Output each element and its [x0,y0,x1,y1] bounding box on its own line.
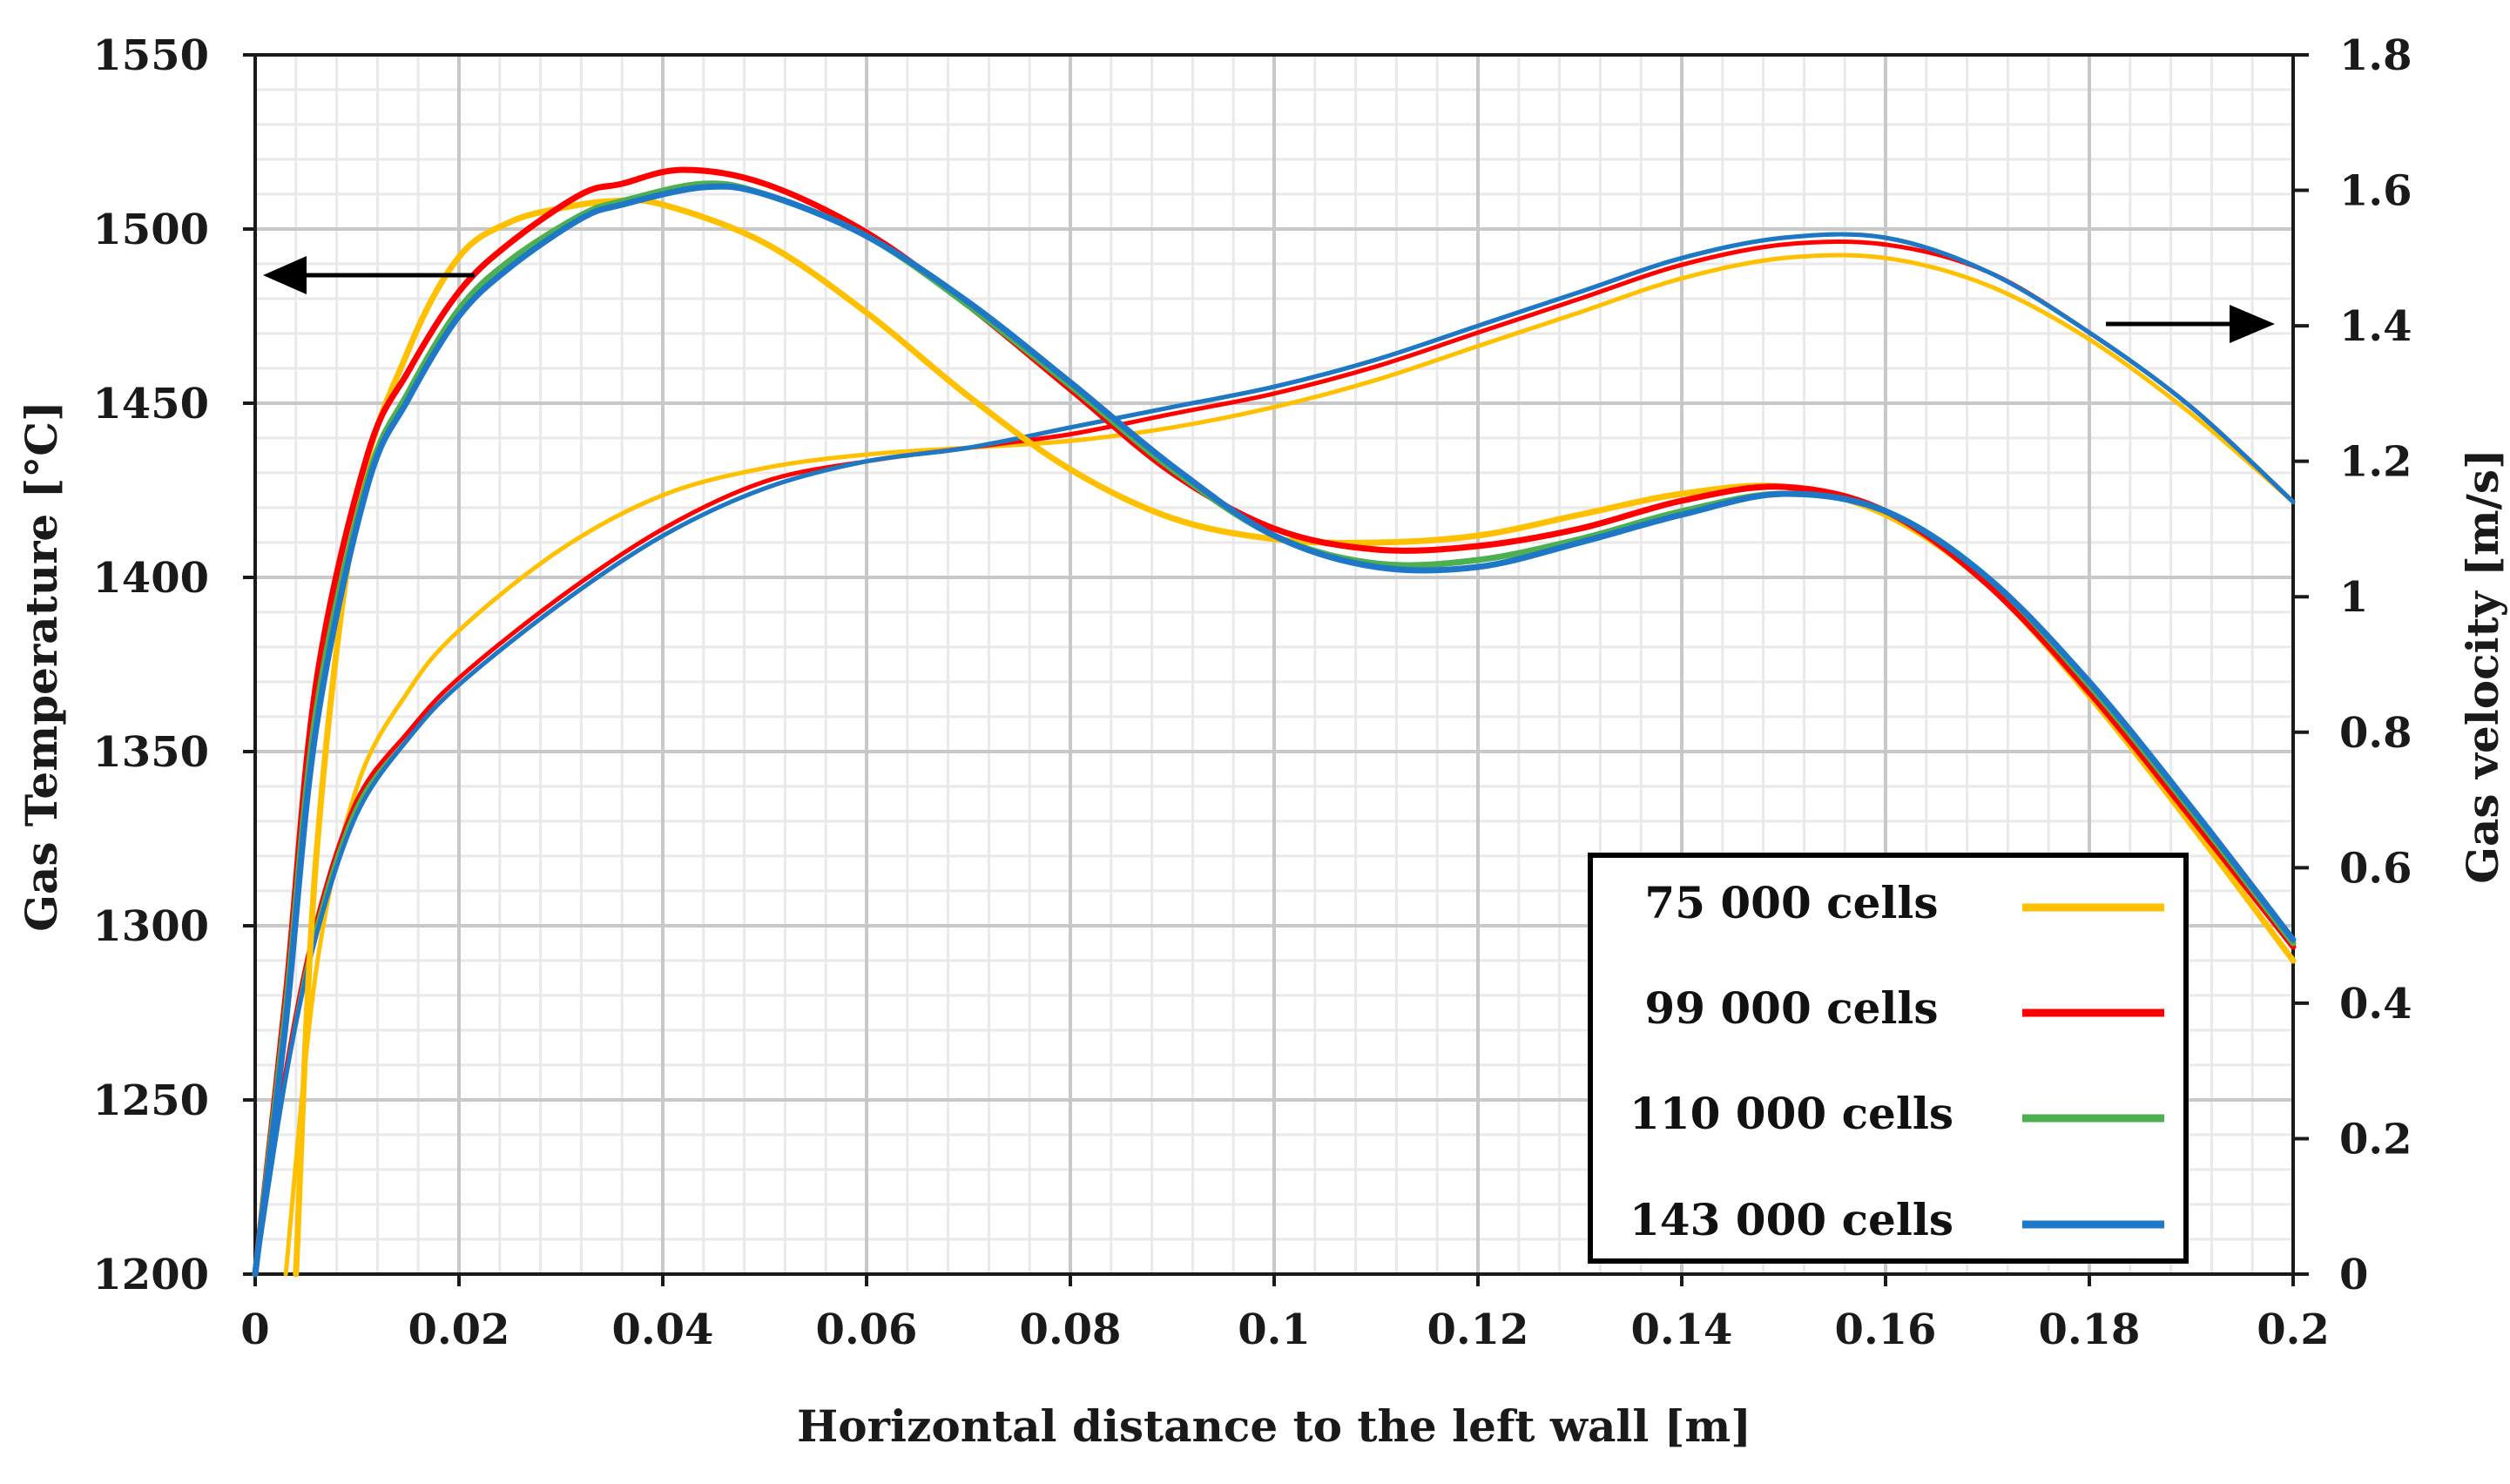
series-temperature-143-000-cells [252,183,2297,1278]
legend-label: 143 000 cells [1629,1194,1953,1245]
series-lines [252,166,2297,1278]
y-left-tick-label: 1450 [92,380,209,428]
tick-labels: 0 0.02 0.04 0.06 0.08 0.1 0.12 0.14 0.16 0.18 0.2 1… [92,31,2412,1354]
x-tick-label: 0.08 [1020,1305,1122,1354]
y-left-tick-label: 1500 [92,206,209,254]
y-right-tick-label: 0.8 [2339,709,2412,758]
x-tick-label: 0.12 [1427,1305,1529,1354]
x-tick-label: 0.06 [816,1305,918,1354]
y-right-tick-label: 0.6 [2339,844,2412,893]
y-right-tick-label: 1.6 [2339,167,2412,216]
y-left-tick-label: 1400 [92,554,209,603]
y-right-tick-label: 0 [2339,1251,2368,1299]
series-velocity-75-000-cells [283,253,2296,1277]
x-axis-label: Horizontal distance to the left wall [m] [797,1400,1751,1452]
x-tick-label: 0.02 [408,1305,510,1354]
legend-box [1588,853,2189,1264]
x-tick-label: 0.04 [612,1305,714,1354]
legend: 75 000 cells 99 000 cells 110 000 cells 143… [1588,853,2189,1264]
y-left-tick-label: 1250 [92,1076,209,1125]
y-left-axis-label: Gas Temperature [°C] [16,401,67,931]
y-right-tick-label: 1.8 [2339,31,2412,80]
left-arrowhead-icon [263,256,307,294]
y-right-tick-label: 1 [2339,573,2368,622]
x-tick-label: 0.14 [1631,1305,1733,1354]
legend-label: 75 000 cells [1644,877,1938,928]
y-right-tick-label: 0.2 [2339,1115,2412,1164]
x-tick-label: 0.1 [1238,1305,1311,1354]
axis-arrows [263,256,2275,343]
y-left-tick-label: 1550 [92,31,209,80]
x-tick-label: 0 [240,1305,269,1354]
y-left-tick-label: 1300 [92,902,209,951]
y-left-tick-label: 1200 [92,1251,209,1299]
x-tick-label: 0.16 [1835,1305,1937,1354]
x-tick-label: 0.2 [2257,1305,2330,1354]
legend-label: 110 000 cells [1629,1088,1953,1139]
y-right-tick-label: 0.4 [2339,980,2412,1029]
legend-label: 99 000 cells [1644,982,1938,1034]
x-tick-label: 0.18 [2039,1305,2141,1354]
y-left-tick-label: 1350 [92,728,209,777]
y-right-axis-label: Gas velocity [m/s] [2457,449,2508,884]
axes [243,53,2309,1286]
y-right-tick-label: 1.2 [2339,438,2412,487]
right-arrowhead-icon [2230,305,2275,343]
y-right-tick-label: 1.4 [2339,302,2412,351]
